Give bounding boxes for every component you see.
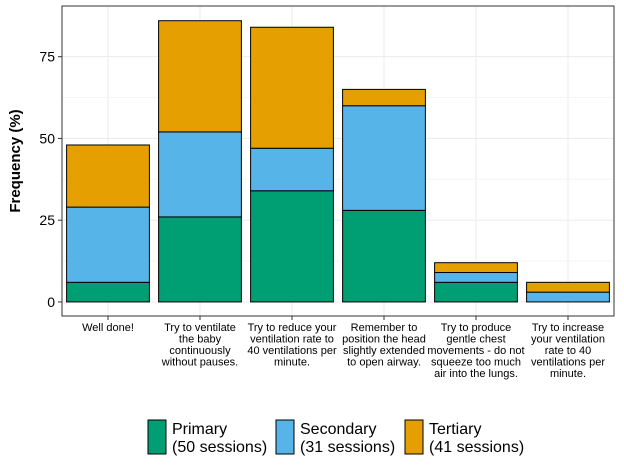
bar-segment	[66, 144, 150, 208]
legend-label: Primary (50 sessions)	[172, 421, 267, 456]
panel-border	[61, 5, 615, 317]
y-tick-label: 0	[47, 294, 55, 310]
y-tick-label: 75	[39, 49, 55, 65]
bar-segment	[434, 262, 518, 274]
legend-swatch	[404, 419, 424, 455]
bar-segment	[158, 131, 242, 218]
legend-label: Secondary (31 sessions)	[300, 421, 395, 456]
bar-segment	[158, 20, 242, 133]
x-tick-label: Remember to position the head slightly ext…	[342, 322, 426, 369]
legend-swatch	[275, 419, 295, 455]
y-axis-label: Frequency (%)	[7, 109, 24, 212]
y-tick-label: 50	[39, 130, 55, 146]
x-tick-label: Try to increase your ventilation rate to 4…	[531, 322, 605, 380]
x-tick-label: Try to reduce your ventilation rate to 40 …	[247, 322, 337, 369]
bar-segment	[342, 105, 426, 211]
x-tick-label: Try to ventilate the baby continuously with…	[161, 322, 238, 369]
y-tick-label: 25	[39, 212, 55, 228]
bar-segment	[158, 216, 242, 303]
bar-segment	[250, 190, 334, 303]
legend-swatch	[147, 419, 167, 455]
bar-segment	[250, 147, 334, 192]
bar-segment	[434, 281, 518, 303]
bar-segment	[250, 26, 334, 149]
legend-label: Tertiary (41 sessions)	[429, 421, 524, 456]
bar-segment	[526, 291, 610, 303]
bar-segment	[526, 281, 610, 293]
bar-segment	[434, 272, 518, 283]
bar-segment	[66, 206, 150, 283]
bar-segment	[342, 209, 426, 303]
x-tick-label: Well done!	[82, 322, 134, 334]
x-tick-label: Try to produce gentle chest movements - do…	[427, 322, 524, 380]
bar-segment	[66, 281, 150, 303]
bar-segment	[342, 88, 426, 107]
